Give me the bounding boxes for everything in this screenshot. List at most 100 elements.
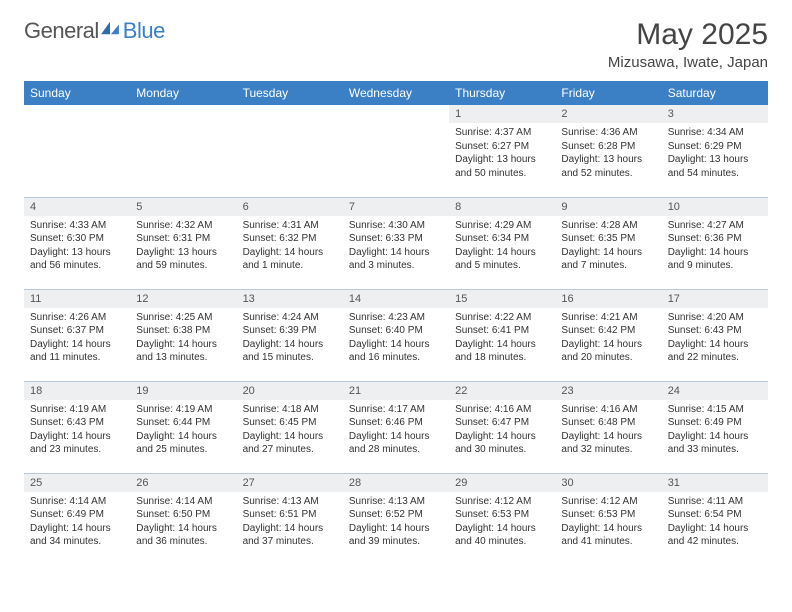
calendar-week-row: 18Sunrise: 4:19 AMSunset: 6:43 PMDayligh… [24,381,768,473]
day-details: Sunrise: 4:24 AMSunset: 6:39 PMDaylight:… [237,308,343,368]
day-details: Sunrise: 4:22 AMSunset: 6:41 PMDaylight:… [449,308,555,368]
sunrise-line: Sunrise: 4:33 AM [30,219,124,233]
logo-text: General [24,18,99,44]
sunset-line: Sunset: 6:41 PM [455,324,549,338]
calendar-table: Sunday Monday Tuesday Wednesday Thursday… [24,81,768,565]
daylight-line: Daylight: 14 hours and 3 minutes. [349,246,443,273]
sunrise-line: Sunrise: 4:23 AM [349,311,443,325]
calendar-day-cell [24,105,130,197]
day-number: 1 [449,105,555,123]
sunset-line: Sunset: 6:51 PM [243,508,337,522]
sunrise-line: Sunrise: 4:27 AM [668,219,762,233]
calendar-day-cell [130,105,236,197]
calendar-day-cell: 3Sunrise: 4:34 AMSunset: 6:29 PMDaylight… [662,105,768,197]
location-subtitle: Mizusawa, Iwate, Japan [608,54,768,71]
sunrise-line: Sunrise: 4:30 AM [349,219,443,233]
weekday-header: Thursday [449,81,555,105]
calendar-day-cell: 15Sunrise: 4:22 AMSunset: 6:41 PMDayligh… [449,289,555,381]
sunset-line: Sunset: 6:43 PM [668,324,762,338]
day-details: Sunrise: 4:34 AMSunset: 6:29 PMDaylight:… [662,123,768,183]
calendar-day-cell: 13Sunrise: 4:24 AMSunset: 6:39 PMDayligh… [237,289,343,381]
day-number: 11 [24,290,130,308]
calendar-day-cell: 27Sunrise: 4:13 AMSunset: 6:51 PMDayligh… [237,473,343,565]
day-number: 18 [24,382,130,400]
sunrise-line: Sunrise: 4:37 AM [455,126,549,140]
daylight-line: Daylight: 14 hours and 15 minutes. [243,338,337,365]
sunrise-line: Sunrise: 4:36 AM [561,126,655,140]
day-details: Sunrise: 4:36 AMSunset: 6:28 PMDaylight:… [555,123,661,183]
sunset-line: Sunset: 6:38 PM [136,324,230,338]
weekday-header: Tuesday [237,81,343,105]
day-number: 20 [237,382,343,400]
daylight-line: Daylight: 14 hours and 42 minutes. [668,522,762,549]
weekday-header: Friday [555,81,661,105]
sunset-line: Sunset: 6:30 PM [30,232,124,246]
day-details: Sunrise: 4:29 AMSunset: 6:34 PMDaylight:… [449,216,555,276]
sunset-line: Sunset: 6:52 PM [349,508,443,522]
daylight-line: Daylight: 14 hours and 30 minutes. [455,430,549,457]
page-title: May 2025 [608,18,768,52]
calendar-day-cell: 20 Sunrise: 4:18 AMSunset: 6:45 PMDayligh… [237,381,343,473]
day-number: 22 [449,382,555,400]
day-number: 13 [237,290,343,308]
calendar-day-cell: 30Sunrise: 4:12 AMSunset: 6:53 PMDayligh… [555,473,661,565]
day-number: 6 [237,198,343,216]
sunset-line: Sunset: 6:49 PM [668,416,762,430]
day-number: 8 [449,198,555,216]
day-number: 27 [237,474,343,492]
day-number: 30 [555,474,661,492]
sunset-line: Sunset: 6:45 PM [243,416,337,430]
daylight-line: Daylight: 14 hours and 22 minutes. [668,338,762,365]
daylight-line: Daylight: 14 hours and 16 minutes. [349,338,443,365]
sunrise-line: Sunrise: 4:15 AM [668,403,762,417]
sunset-line: Sunset: 6:28 PM [561,140,655,154]
sunset-line: Sunset: 6:47 PM [455,416,549,430]
day-number: 17 [662,290,768,308]
calendar-day-cell: 1Sunrise: 4:37 AMSunset: 6:27 PMDaylight… [449,105,555,197]
calendar-day-cell: 6Sunrise: 4:31 AMSunset: 6:32 PMDaylight… [237,197,343,289]
sunset-line: Sunset: 6:54 PM [668,508,762,522]
sunrise-line: Sunrise: 4:14 AM [30,495,124,509]
sunrise-line: Sunrise: 4:12 AM [455,495,549,509]
sunrise-line: Sunrise: 4:19 AM [30,403,124,417]
sunset-line: Sunset: 6:39 PM [243,324,337,338]
calendar-week-row: 11Sunrise: 4:26 AMSunset: 6:37 PMDayligh… [24,289,768,381]
daylight-line: Daylight: 14 hours and 9 minutes. [668,246,762,273]
sunset-line: Sunset: 6:42 PM [561,324,655,338]
day-details: Sunrise: 4:19 AMSunset: 6:44 PMDaylight:… [130,400,236,460]
calendar-day-cell [237,105,343,197]
daylight-line: Daylight: 14 hours and 1 minute. [243,246,337,273]
sunset-line: Sunset: 6:35 PM [561,232,655,246]
day-number: 14 [343,290,449,308]
day-number: 9 [555,198,661,216]
daylight-line: Daylight: 14 hours and 37 minutes. [243,522,337,549]
day-details: Sunrise: 4:32 AMSunset: 6:31 PMDaylight:… [130,216,236,276]
calendar-day-cell: 18Sunrise: 4:19 AMSunset: 6:43 PMDayligh… [24,381,130,473]
day-number: 5 [130,198,236,216]
calendar-day-cell: 7Sunrise: 4:30 AMSunset: 6:33 PMDaylight… [343,197,449,289]
daylight-line: Daylight: 13 hours and 59 minutes. [136,246,230,273]
daylight-line: Daylight: 14 hours and 36 minutes. [136,522,230,549]
day-details: Sunrise: 4:12 AMSunset: 6:53 PMDaylight:… [555,492,661,552]
sail-icon [99,20,121,36]
daylight-line: Daylight: 14 hours and 7 minutes. [561,246,655,273]
day-details: Sunrise: 4:12 AMSunset: 6:53 PMDaylight:… [449,492,555,552]
sunset-line: Sunset: 6:49 PM [30,508,124,522]
day-number: 26 [130,474,236,492]
sunrise-line: Sunrise: 4:25 AM [136,311,230,325]
day-number: 23 [555,382,661,400]
daylight-line: Daylight: 14 hours and 27 minutes. [243,430,337,457]
sunrise-line: Sunrise: 4:18 AM [243,403,337,417]
calendar-day-cell: 11Sunrise: 4:26 AMSunset: 6:37 PMDayligh… [24,289,130,381]
weekday-header: Sunday [24,81,130,105]
sunrise-line: Sunrise: 4:22 AM [455,311,549,325]
daylight-line: Daylight: 14 hours and 11 minutes. [30,338,124,365]
sunset-line: Sunset: 6:31 PM [136,232,230,246]
day-details: Sunrise: 4:19 AMSunset: 6:43 PMDaylight:… [24,400,130,460]
logo-word-blue: Blue [123,18,165,44]
daylight-line: Daylight: 13 hours and 56 minutes. [30,246,124,273]
sunset-line: Sunset: 6:53 PM [561,508,655,522]
sunrise-line: Sunrise: 4:17 AM [349,403,443,417]
calendar-day-cell [343,105,449,197]
calendar-day-cell: 19Sunrise: 4:19 AMSunset: 6:44 PMDayligh… [130,381,236,473]
